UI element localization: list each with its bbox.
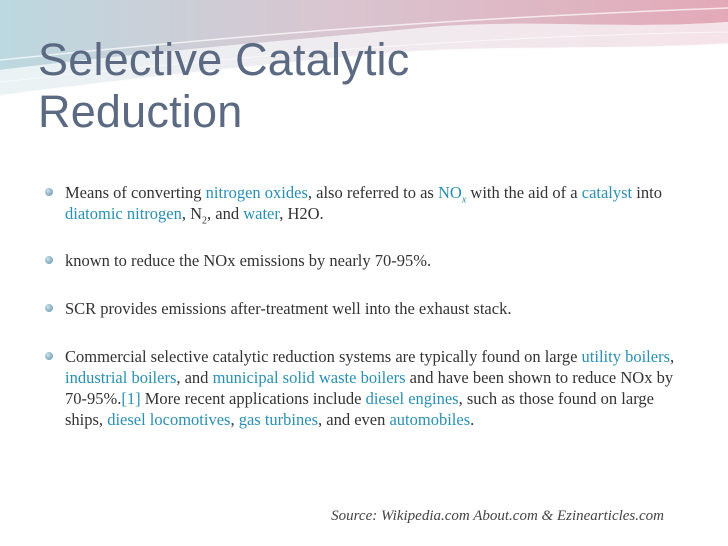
bullet-text: . [470,410,475,429]
bullet-item: Means of converting nitrogen oxides, als… [44,182,694,227]
link-citation-1[interactable]: [1] [121,389,141,408]
bullet-text: , N [181,204,203,223]
bullet-icon [45,352,53,360]
bullet-text: and have been shown to reduce NOx by 70-… [65,368,674,408]
link-gas-turbines[interactable]: gas turbines [238,410,318,429]
bullet-icon [45,188,53,196]
bullet-text: , such as those found on large ships, [65,389,654,429]
n2-subscript: 2 [202,215,208,227]
link-municipal-solid-waste-boilers[interactable]: municipal solid waste boilers [212,368,406,387]
bullet-list: Means of converting nitrogen oxides, als… [44,182,694,430]
link-water[interactable]: water [243,204,280,223]
title-line-1: Selective Catalytic [38,34,410,85]
link-nitrogen-oxides[interactable]: nitrogen oxides [205,183,308,202]
bullet-text: known to reduce the NOx emissions by nea… [65,251,432,270]
bullet-item: Commercial selective catalytic reduction… [44,346,694,430]
link-diatomic-nitrogen[interactable]: diatomic nitrogen [65,204,182,223]
bullet-text: Commercial selective catalytic reduction… [65,347,582,366]
bullet-icon [45,304,53,312]
link-catalyst[interactable]: catalyst [581,183,633,202]
link-automobiles[interactable]: automobiles [389,410,471,429]
link-diesel-locomotives[interactable]: diesel locomotives [107,410,231,429]
bullet-text: , also referred to as [307,183,438,202]
bullet-text: , and even [318,410,390,429]
bullet-text: , and [176,368,213,387]
link-nox-subscript[interactable]: x [461,194,467,206]
bullet-text: into [632,183,662,202]
bullet-text: with the aid of a [466,183,582,202]
link-utility-boilers[interactable]: utility boilers [581,347,670,366]
link-nox-text[interactable]: NO [437,183,462,202]
bullet-text: SCR provides emissions after-treatment w… [65,299,512,318]
bullet-item: known to reduce the NOx emissions by nea… [44,250,694,271]
source-citation: Source: Wikipedia.com About.com & Ezinea… [331,508,664,524]
bullet-text: , [230,410,239,429]
slide-title: Selective Catalytic Reduction [38,34,598,138]
header-wave-decoration [0,0,728,97]
bullet-item: SCR provides emissions after-treatment w… [44,298,694,319]
bullet-text: , and [207,204,244,223]
link-industrial-boilers[interactable]: industrial boilers [65,368,177,387]
bullet-text: Means of converting [65,183,206,202]
bullet-text: , [670,347,675,366]
title-line-2: Reduction [38,86,243,137]
link-diesel-engines[interactable]: diesel engines [365,389,459,408]
bullet-text: More recent applications include [140,389,366,408]
bullet-text: , H2O. [279,204,324,223]
link-nox[interactable]: NOx [437,183,467,206]
bullet-icon [45,256,53,264]
